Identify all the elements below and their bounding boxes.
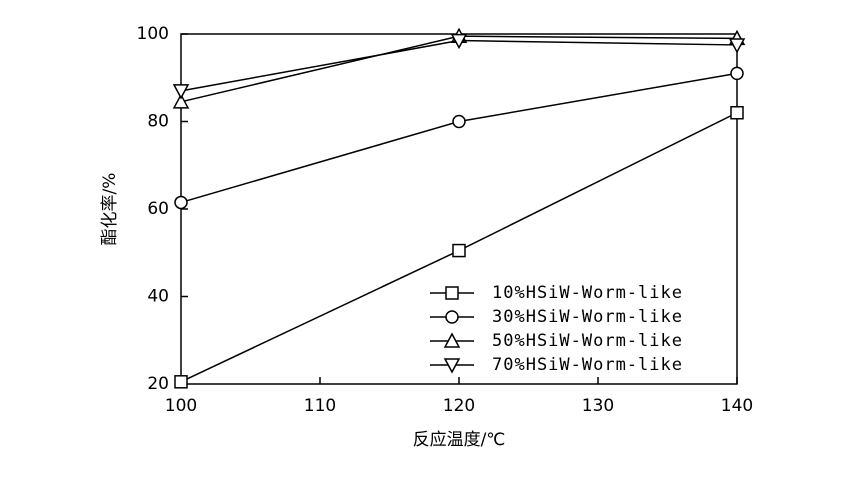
marker [174,375,188,389]
marker [728,38,746,54]
x-tick-label: 100 [165,396,197,416]
x-tick-label: 130 [582,396,614,416]
legend-marker [443,332,461,348]
legend-label: 30%HSiW-Worm-like [492,307,683,327]
legend-marker [443,358,461,374]
marker [730,106,744,120]
marker [452,114,466,129]
legend-label: 50%HSiW-Worm-like [492,331,683,351]
x-axis-label: 反应温度/℃ [413,430,506,450]
legend-label: 70%HSiW-Worm-like [492,355,683,375]
legend-label: 10%HSiW-Worm-like [492,283,683,303]
x-tick-label: 140 [721,396,753,416]
y-tick-label: 20 [147,374,169,394]
marker [172,84,190,100]
x-tick-label: 120 [443,396,475,416]
marker [174,195,188,210]
y-tick-label: 60 [147,199,169,219]
y-tick-label: 40 [147,287,169,307]
x-tick-label: 110 [304,396,336,416]
y-axis-label: 酯化率/% [100,173,120,246]
legend-marker [445,310,459,324]
y-tick-label: 80 [147,112,169,132]
series-line [180,72,738,204]
marker [730,66,744,81]
y-tick-label: 100 [137,24,169,44]
marker [452,243,466,258]
marker [172,93,190,109]
marker [450,33,468,50]
legend-marker [445,286,459,300]
legend: 10%HSiW-Worm-like 30%HSiW-Worm-like 50%HSi… [430,283,683,375]
